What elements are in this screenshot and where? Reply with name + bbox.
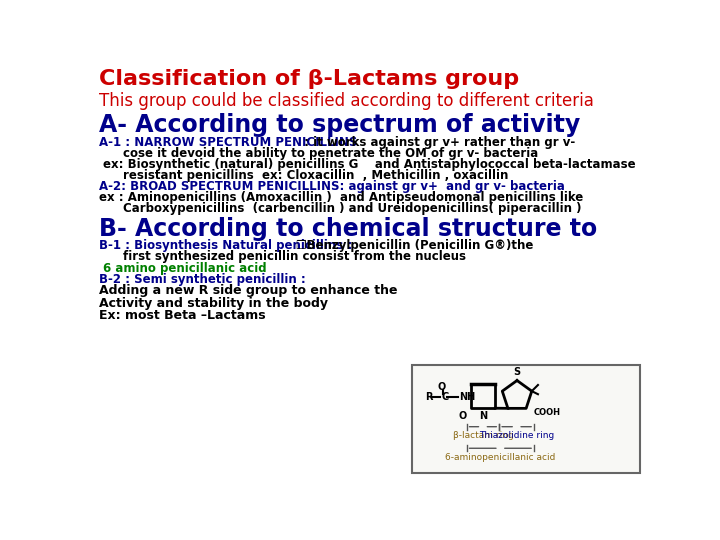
Text: B- According to chemical structure to: B- According to chemical structure to xyxy=(99,217,598,241)
Text: cose it devoid the ability to penetrate the OM of gr v- bacteria: cose it devoid the ability to penetrate … xyxy=(122,147,538,160)
Text: Thiazolidine ring: Thiazolidine ring xyxy=(479,431,554,440)
Text: 6 amino penicillanic acid: 6 amino penicillanic acid xyxy=(103,262,267,275)
Text: A- According to spectrum of activity: A- According to spectrum of activity xyxy=(99,113,580,137)
Text: ex: Biosynthetic (natural) penicillins G    and Antistaphylococcal beta-lactamas: ex: Biosynthetic (natural) penicillins G… xyxy=(103,158,636,171)
Text: NH: NH xyxy=(459,393,475,402)
Text: COOH: COOH xyxy=(534,408,561,417)
Text: ❒Benzylpenicillin (Penicillin G®)the: ❒Benzylpenicillin (Penicillin G®)the xyxy=(296,239,533,252)
Text: O: O xyxy=(438,382,446,392)
Text: Carboxypenicillins  (carbencillin ) and Ureidopenicillins( piperacillin ): Carboxypenicillins (carbencillin ) and U… xyxy=(122,202,581,215)
Text: A-1 : NARROW SPECTRUM PENICILLINS: A-1 : NARROW SPECTRUM PENICILLINS xyxy=(99,137,358,150)
Text: N: N xyxy=(479,411,487,421)
Text: : it works against gr v+ rather than gr v-: : it works against gr v+ rather than gr … xyxy=(300,137,575,150)
Text: B-2 : Semi synthetic penicillin :: B-2 : Semi synthetic penicillin : xyxy=(99,273,306,286)
Text: R: R xyxy=(426,393,433,402)
Text: 6-aminopenicillanic acid: 6-aminopenicillanic acid xyxy=(445,453,556,462)
Text: Activity and stability in the body: Activity and stability in the body xyxy=(99,296,328,309)
Text: A-2: BROAD SPECTRUM PENICILLINS: against gr v+  and gr v- bacteria: A-2: BROAD SPECTRUM PENICILLINS: against… xyxy=(99,180,565,193)
Text: ex : Aminopenicillins (Amoxacillin )  and Antipseudomonal penicillins like: ex : Aminopenicillins (Amoxacillin ) and… xyxy=(99,191,583,204)
Text: Adding a new R side group to enhance the: Adding a new R side group to enhance the xyxy=(99,284,397,297)
Text: Ex: most Beta –Lactams: Ex: most Beta –Lactams xyxy=(99,309,266,322)
Bar xyxy=(412,365,640,473)
Text: O: O xyxy=(459,411,467,421)
Text: C: C xyxy=(441,393,449,402)
Text: This group could be classified according to different criteria: This group could be classified according… xyxy=(99,92,594,110)
Text: resistant penicillins  ex: Cloxacillin  , Methicillin , oxacillin: resistant penicillins ex: Cloxacillin , … xyxy=(122,168,508,182)
Text: Classification of β-Lactams group: Classification of β-Lactams group xyxy=(99,69,519,89)
Text: first synthesized penicillin consist from the nucleus: first synthesized penicillin consist fro… xyxy=(122,249,466,262)
Text: B-1 : Biosynthesis Natural penicillins :: B-1 : Biosynthesis Natural penicillins : xyxy=(99,239,353,252)
Text: S: S xyxy=(513,367,521,377)
Text: β-lactam ring: β-lactam ring xyxy=(453,431,513,440)
